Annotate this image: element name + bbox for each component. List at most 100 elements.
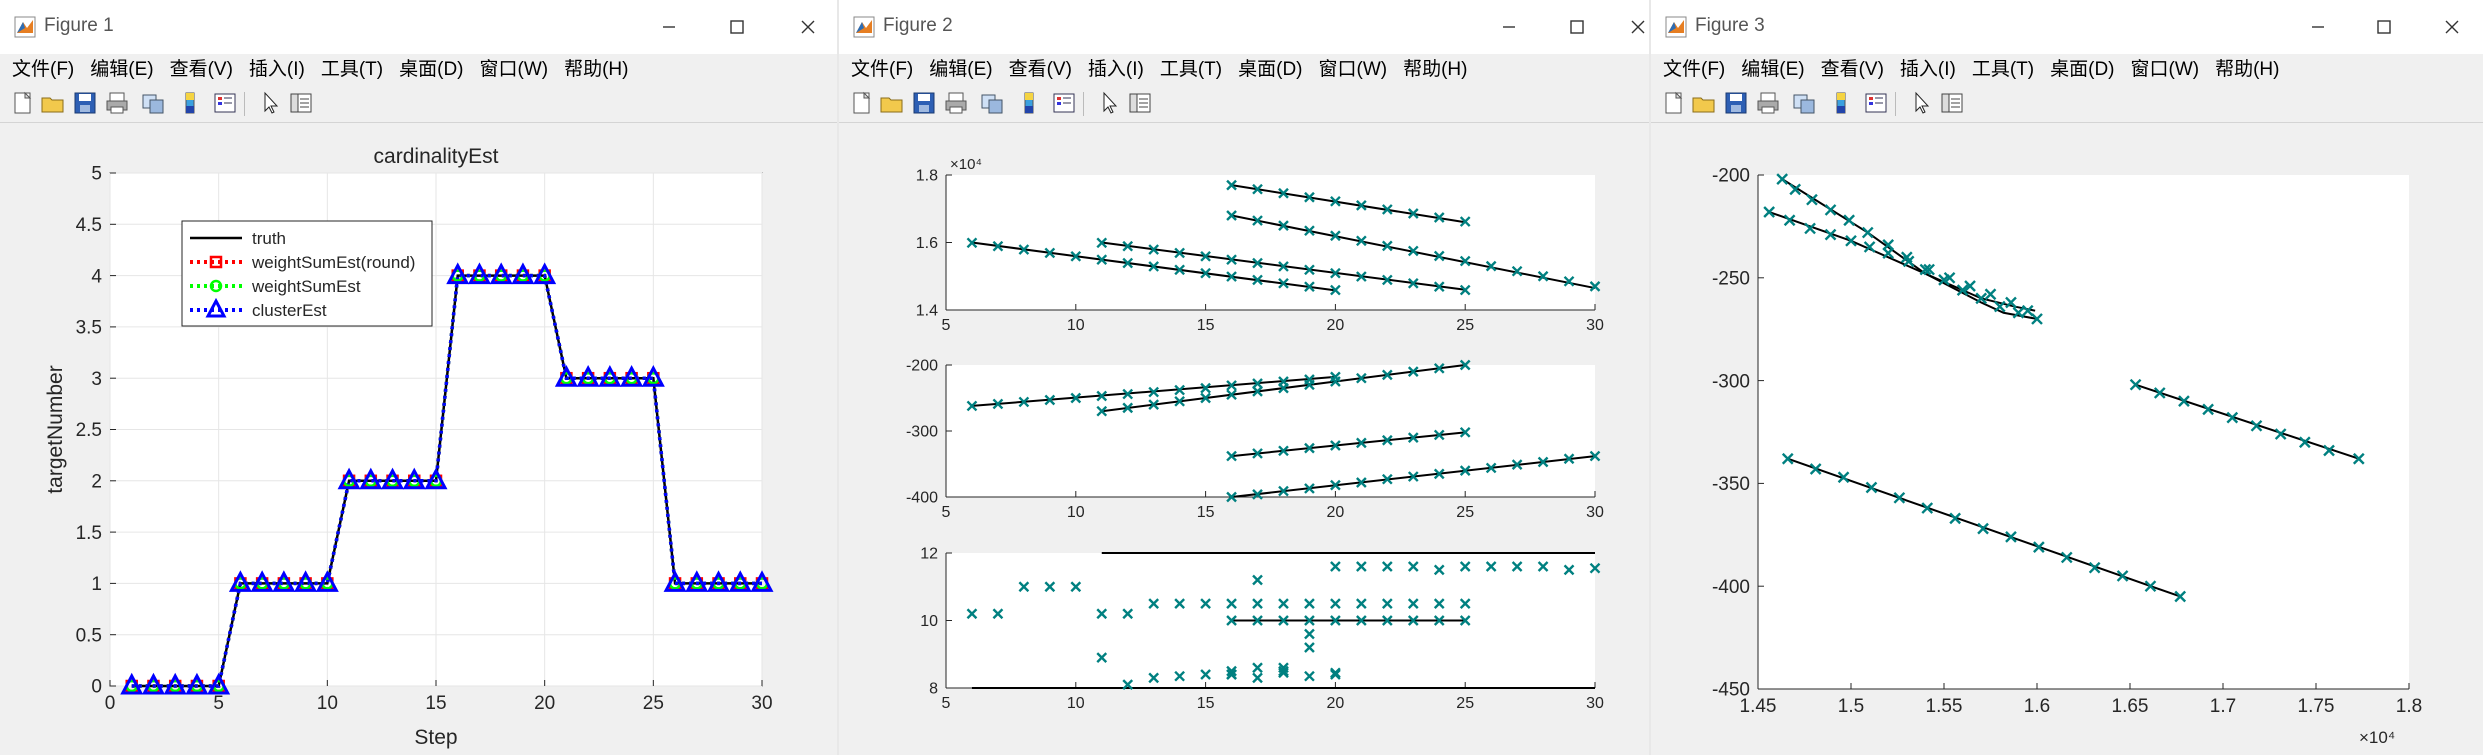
close-icon[interactable] bbox=[793, 12, 823, 42]
menu-edit[interactable]: 编辑(E) bbox=[1741, 59, 1805, 80]
link-icon[interactable] bbox=[1791, 90, 1817, 116]
menu-view[interactable]: 查看(V) bbox=[1008, 59, 1072, 80]
scatter-point bbox=[1278, 382, 1289, 394]
property-inspector-icon[interactable] bbox=[288, 90, 314, 116]
scatter-point bbox=[1200, 267, 1211, 279]
menu-insert[interactable]: 插入(I) bbox=[1899, 59, 1956, 80]
menu-desktop[interactable]: 桌面(D) bbox=[2050, 59, 2115, 80]
menu-desktop[interactable]: 桌面(D) bbox=[1238, 59, 1303, 80]
save-icon[interactable] bbox=[911, 90, 937, 116]
data-point bbox=[315, 570, 339, 592]
scatter-point bbox=[1330, 479, 1341, 491]
scatter-point bbox=[1330, 376, 1341, 387]
y-tick-label: -300 bbox=[906, 424, 938, 441]
scatter-point bbox=[1226, 598, 1237, 609]
menu-insert[interactable]: 插入(I) bbox=[248, 59, 305, 80]
scatter-point bbox=[1485, 260, 1497, 272]
open-icon[interactable] bbox=[879, 90, 905, 116]
maximize-icon[interactable] bbox=[722, 12, 752, 42]
scatter-point bbox=[1381, 274, 1393, 286]
pointer-icon[interactable] bbox=[1909, 90, 1935, 116]
menu-file[interactable]: 文件(F) bbox=[851, 59, 914, 80]
menu-window[interactable]: 窗口(W) bbox=[2130, 59, 2200, 80]
y-tick-label: 1 bbox=[91, 574, 102, 595]
scatter-point bbox=[2298, 436, 2311, 449]
menu-edit[interactable]: 编辑(E) bbox=[90, 59, 154, 80]
title-bar[interactable]: Figure 1 bbox=[0, 0, 837, 54]
scatter-point bbox=[2031, 313, 2043, 325]
link-icon[interactable] bbox=[979, 90, 1005, 116]
legend-icon[interactable] bbox=[1863, 90, 1889, 116]
legend[interactable]: truth weightSumEst(round) weightSumEst clus… bbox=[181, 220, 433, 327]
menu-edit[interactable]: 编辑(E) bbox=[929, 59, 993, 80]
colorbar-icon[interactable] bbox=[1019, 90, 1045, 116]
pointer-icon[interactable] bbox=[258, 90, 284, 116]
menu-insert[interactable]: 插入(I) bbox=[1087, 59, 1144, 80]
print-icon[interactable] bbox=[1755, 90, 1781, 116]
scatter-point bbox=[2116, 570, 2129, 582]
scatter-point bbox=[1200, 669, 1211, 680]
pointer-icon[interactable] bbox=[1097, 90, 1123, 116]
scatter-point bbox=[1824, 228, 1837, 241]
menu-desktop[interactable]: 桌面(D) bbox=[399, 59, 464, 80]
colorbar-icon[interactable] bbox=[1831, 90, 1857, 116]
property-inspector-icon[interactable] bbox=[1939, 90, 1965, 116]
title-bar[interactable]: Figure 2 bbox=[839, 0, 1649, 54]
print-icon[interactable] bbox=[104, 90, 130, 116]
menu-tools[interactable]: 工具(T) bbox=[320, 59, 384, 80]
scatter-point bbox=[1304, 442, 1315, 454]
link-icon[interactable] bbox=[140, 90, 166, 116]
menu-file[interactable]: 文件(F) bbox=[1663, 59, 1726, 80]
legend-icon[interactable] bbox=[1051, 90, 1077, 116]
new-figure-icon[interactable] bbox=[10, 90, 36, 116]
scatter-point bbox=[2005, 531, 2017, 543]
legend-icon[interactable] bbox=[212, 90, 238, 116]
menu-help[interactable]: 帮助(H) bbox=[564, 59, 629, 80]
menu-tools[interactable]: 工具(T) bbox=[1971, 59, 2035, 80]
print-icon[interactable] bbox=[943, 90, 969, 116]
menu-help[interactable]: 帮助(H) bbox=[2215, 59, 2280, 80]
maximize-icon[interactable] bbox=[2369, 12, 2399, 42]
menu-file[interactable]: 文件(F) bbox=[12, 59, 75, 80]
scatter-point bbox=[1433, 212, 1445, 223]
new-figure-icon[interactable] bbox=[849, 90, 875, 116]
close-icon[interactable] bbox=[2437, 12, 2467, 42]
data-point bbox=[359, 467, 383, 490]
save-icon[interactable] bbox=[72, 90, 98, 116]
chart-svg: 0 5 10 15 20 25 30 0 0.5 1 1.5 2 2.5 3 3.5 4 4.5 5 cardina… bbox=[44, 145, 774, 749]
scatter-point bbox=[1537, 456, 1549, 468]
save-icon[interactable] bbox=[1723, 90, 1749, 116]
data-point bbox=[446, 262, 470, 285]
scatter-point bbox=[1174, 264, 1185, 276]
minimize-icon[interactable] bbox=[654, 12, 684, 42]
maximize-icon[interactable] bbox=[1562, 12, 1592, 42]
scatter-point bbox=[1252, 386, 1263, 397]
scatter-point bbox=[1837, 471, 1850, 484]
new-figure-icon[interactable] bbox=[1661, 90, 1687, 116]
axes-background bbox=[1758, 175, 2409, 689]
menu-window[interactable]: 窗口(W) bbox=[1318, 59, 1388, 80]
menu-view[interactable]: 查看(V) bbox=[169, 59, 233, 80]
property-inspector-icon[interactable] bbox=[1127, 90, 1153, 116]
title-bar[interactable]: Figure 3 bbox=[1651, 0, 2483, 54]
minimize-icon[interactable] bbox=[2303, 12, 2333, 42]
scatter-point bbox=[2352, 452, 2365, 465]
y-tick-label: 2.5 bbox=[76, 420, 102, 441]
data-point bbox=[663, 570, 687, 592]
minimize-icon[interactable] bbox=[1494, 12, 1524, 42]
open-icon[interactable] bbox=[1691, 90, 1717, 116]
x-tick-label: 5 bbox=[942, 504, 951, 521]
menu-view[interactable]: 查看(V) bbox=[1820, 59, 1884, 80]
close-icon[interactable] bbox=[1623, 12, 1649, 42]
scatter-point bbox=[1330, 230, 1341, 242]
window-title: Figure 1 bbox=[44, 15, 114, 36]
scatter-point bbox=[1226, 380, 1237, 391]
menu-tools[interactable]: 工具(T) bbox=[1159, 59, 1223, 80]
x-tick-label: 10 bbox=[1067, 317, 1085, 334]
scatter-point bbox=[1278, 261, 1289, 272]
figure-canvas: 5 10 15 20 25 30 1.4 1.6 1.8 ×10⁴ 5 10 15 20 25 30 -400 -… bbox=[839, 125, 1649, 755]
colorbar-icon[interactable] bbox=[180, 90, 206, 116]
menu-window[interactable]: 窗口(W) bbox=[479, 59, 549, 80]
menu-help[interactable]: 帮助(H) bbox=[1403, 59, 1468, 80]
open-icon[interactable] bbox=[40, 90, 66, 116]
